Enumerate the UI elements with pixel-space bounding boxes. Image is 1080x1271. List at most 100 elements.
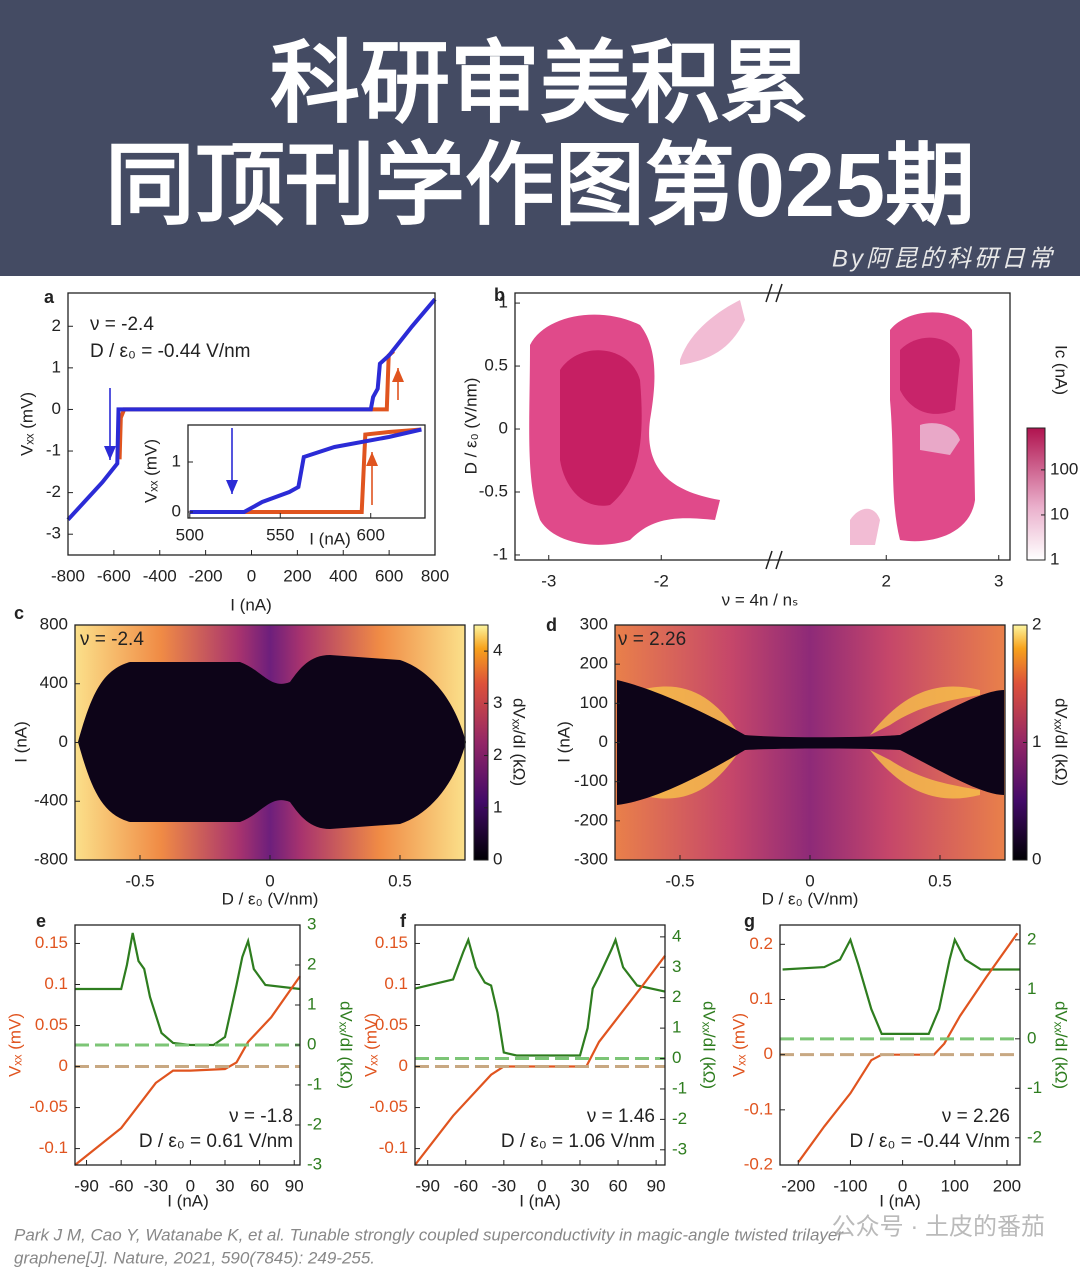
- y-tick-label: -800: [34, 849, 68, 868]
- y-tick-label: -0.1: [379, 1138, 408, 1157]
- x-tick-label: -600: [97, 566, 131, 585]
- colorbar-tick-label: 0: [1032, 849, 1041, 868]
- x-axis-label: I (nA): [519, 1191, 561, 1210]
- colorbar-tick-label: 1: [1050, 549, 1059, 568]
- y-tick-label: -3: [46, 524, 61, 543]
- y-axis-label: I (nA): [554, 721, 573, 763]
- plot-frame: [414, 924, 666, 1166]
- panel-label: c: [14, 603, 24, 623]
- x-tick-label: -100: [833, 1176, 867, 1195]
- y2-axis-label: dVₓₓ/dI (kΩ): [337, 1001, 356, 1089]
- y-tick-label: 2: [52, 316, 61, 335]
- y2-tick-label: 4: [672, 926, 681, 945]
- colorbar-tick-label: 10: [1050, 504, 1069, 523]
- y-tick-label: 0: [599, 732, 608, 751]
- y2-tick-label: -2: [672, 1109, 687, 1128]
- heatmap-region: [920, 423, 960, 455]
- x-tick-label: 90: [647, 1176, 666, 1195]
- y-tick-label: -0.2: [744, 1154, 773, 1173]
- y2-tick-label: 0: [307, 1034, 316, 1053]
- y-tick-label: 0: [52, 399, 61, 418]
- y-tick-label: 0: [59, 732, 68, 751]
- y2-tick-label: 0: [672, 1048, 681, 1067]
- y-tick-label: 0.05: [35, 1015, 68, 1034]
- title: 同顶刊学作图第025期: [105, 136, 975, 236]
- arrow-head: [226, 480, 238, 494]
- y-tick-label: 0: [499, 419, 508, 438]
- y-tick-label: 0: [399, 1056, 408, 1075]
- annotation: ν = 2.26: [942, 1106, 1010, 1127]
- y-tick-label: -0.05: [29, 1097, 68, 1116]
- y-tick-label: 0.1: [749, 989, 773, 1008]
- y-axis-label: D / ε₀ (V/nm): [461, 378, 480, 475]
- byline: By阿昆的科研日常: [832, 245, 1055, 272]
- y2-tick-label: -2: [307, 1114, 322, 1133]
- y2-tick-label: 1: [307, 994, 316, 1013]
- y-tick-label: -100: [574, 771, 608, 790]
- x-tick-label: 600: [357, 525, 385, 544]
- colorbar: [1026, 427, 1046, 561]
- x-tick-label: 800: [421, 566, 449, 585]
- x-tick-label: 3: [994, 571, 1003, 590]
- x-tick-label: -30: [492, 1176, 517, 1195]
- x-tick-label: -200: [189, 566, 223, 585]
- y2-tick-label: -1: [307, 1074, 322, 1093]
- x-tick-label: 0.5: [928, 871, 952, 890]
- annotation: ν = 1.46: [587, 1106, 655, 1127]
- y-tick-label: 0: [764, 1044, 773, 1063]
- y-tick-label: -300: [574, 849, 608, 868]
- y-tick-label: -200: [574, 810, 608, 829]
- heatmap-region: [78, 655, 466, 829]
- y-tick-label: 1: [52, 357, 61, 376]
- x-tick-label: 500: [176, 525, 204, 544]
- y2-tick-label: 3: [672, 957, 681, 976]
- colorbar-tick-label: 2: [1032, 614, 1041, 633]
- y2-axis-label: dVₓₓ/dI (kΩ): [700, 1001, 719, 1089]
- x-tick-label: 600: [375, 566, 403, 585]
- citation: Park J M, Cao Y, Watanabe K, et al. Tuna…: [14, 1225, 844, 1244]
- watermark: 公众号 · 土皮的番茄: [832, 1213, 1045, 1240]
- x-tick-label: 30: [571, 1176, 590, 1195]
- x-axis-label: I (nA): [230, 595, 272, 614]
- y-tick-label: 0: [172, 501, 181, 520]
- panel-label: f: [400, 911, 407, 931]
- x-tick-label: -90: [415, 1176, 440, 1195]
- plots: -800 -600 -400 -200 0 200 400 600 800-3-2-1012aν…: [5, 283, 1078, 1210]
- colorbar-label: Ic (nA): [1052, 345, 1071, 395]
- y2-tick-label: 0: [1027, 1028, 1036, 1047]
- colorbar-tick-label: 4: [493, 641, 502, 660]
- y-tick-label: 200: [580, 654, 608, 673]
- colorbar-tick-label: 2: [493, 745, 502, 764]
- heatmap-region: [850, 508, 880, 545]
- panel-label: a: [44, 287, 55, 307]
- annotation: D / ε₀ = 1.06 V/nm: [501, 1131, 655, 1152]
- x-tick-label: -0.5: [665, 871, 694, 890]
- x-axis-label: ν = 4n / nₛ: [722, 590, 799, 609]
- x-tick-label: 30: [216, 1176, 235, 1195]
- data-line: [66, 297, 437, 522]
- annotation: ν = 2.26: [618, 629, 686, 650]
- colorbar-tick-label: 1: [1032, 732, 1041, 751]
- x-tick-label: 400: [329, 566, 357, 585]
- colorbar-tick-label: 3: [493, 693, 502, 712]
- title: 科研审美积累: [270, 34, 810, 134]
- y2-tick-label: 3: [307, 914, 316, 933]
- x-tick-label: 550: [266, 525, 294, 544]
- y-tick-label: -0.05: [369, 1097, 408, 1116]
- y2-tick-label: -1: [672, 1078, 687, 1097]
- colorbar-label: dVₓₓ/dI (kΩ): [1052, 698, 1071, 786]
- y-tick-label: -400: [34, 791, 68, 810]
- y-tick-label: 0.1: [384, 974, 408, 993]
- x-tick-label: 0: [186, 1176, 195, 1195]
- panel-label: e: [36, 911, 46, 931]
- x-tick-label: -90: [74, 1176, 99, 1195]
- y2-tick-label: -1: [1027, 1078, 1042, 1097]
- heatmap-region: [680, 300, 745, 365]
- y-tick-label: -1: [46, 441, 61, 460]
- y-tick-label: 400: [40, 673, 68, 692]
- y-tick-label: 1: [172, 451, 181, 470]
- y-tick-label: 0.5: [484, 356, 508, 375]
- x-tick-label: -3: [541, 571, 556, 590]
- y2-tick-label: -2: [1027, 1127, 1042, 1146]
